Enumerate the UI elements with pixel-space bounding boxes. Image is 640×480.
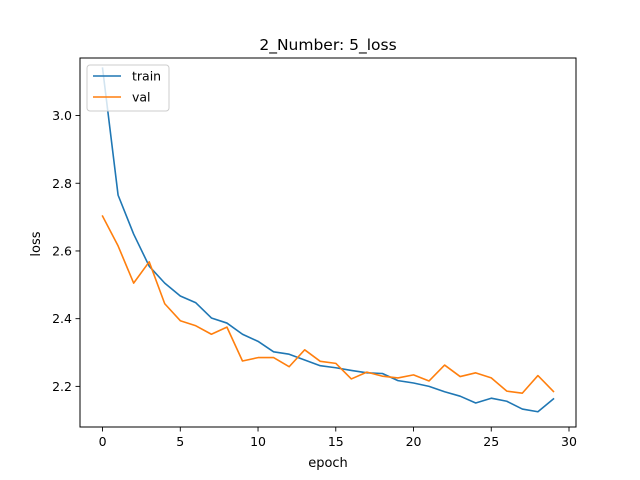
x-tick-label: 15 (328, 434, 344, 449)
axes-frame (79, 57, 577, 428)
series-line-train (101, 67, 555, 413)
y-tick-label: 3.0 (52, 108, 72, 123)
y-axis-ticks: 2.2 2.4 2.6 2.8 3.0 (52, 108, 80, 394)
y-tick-label: 2.8 (52, 176, 72, 191)
x-tick-label: 0 (99, 434, 107, 449)
y-tick-label: 2.4 (52, 311, 72, 326)
x-axis-ticks: 0 5 10 15 20 25 30 (99, 427, 577, 449)
y-axis-label: loss (29, 231, 44, 256)
x-axis-label: epoch (308, 456, 348, 471)
x-tick-label: 20 (406, 434, 422, 449)
x-tick-label: 30 (561, 434, 577, 449)
legend-label-train: train (132, 69, 161, 84)
series-line-val (101, 215, 555, 394)
x-tick-label: 10 (250, 434, 266, 449)
x-tick-label: 5 (176, 434, 184, 449)
axes-spines (79, 57, 577, 428)
y-tick-label: 2.6 (52, 243, 72, 258)
legend: train val (86, 64, 170, 112)
legend-label-val: val (132, 90, 151, 105)
y-tick-label: 2.2 (52, 379, 72, 394)
x-tick-label: 25 (483, 434, 499, 449)
series-layer (101, 67, 555, 413)
chart-title: 2_Number: 5_loss (259, 36, 396, 55)
